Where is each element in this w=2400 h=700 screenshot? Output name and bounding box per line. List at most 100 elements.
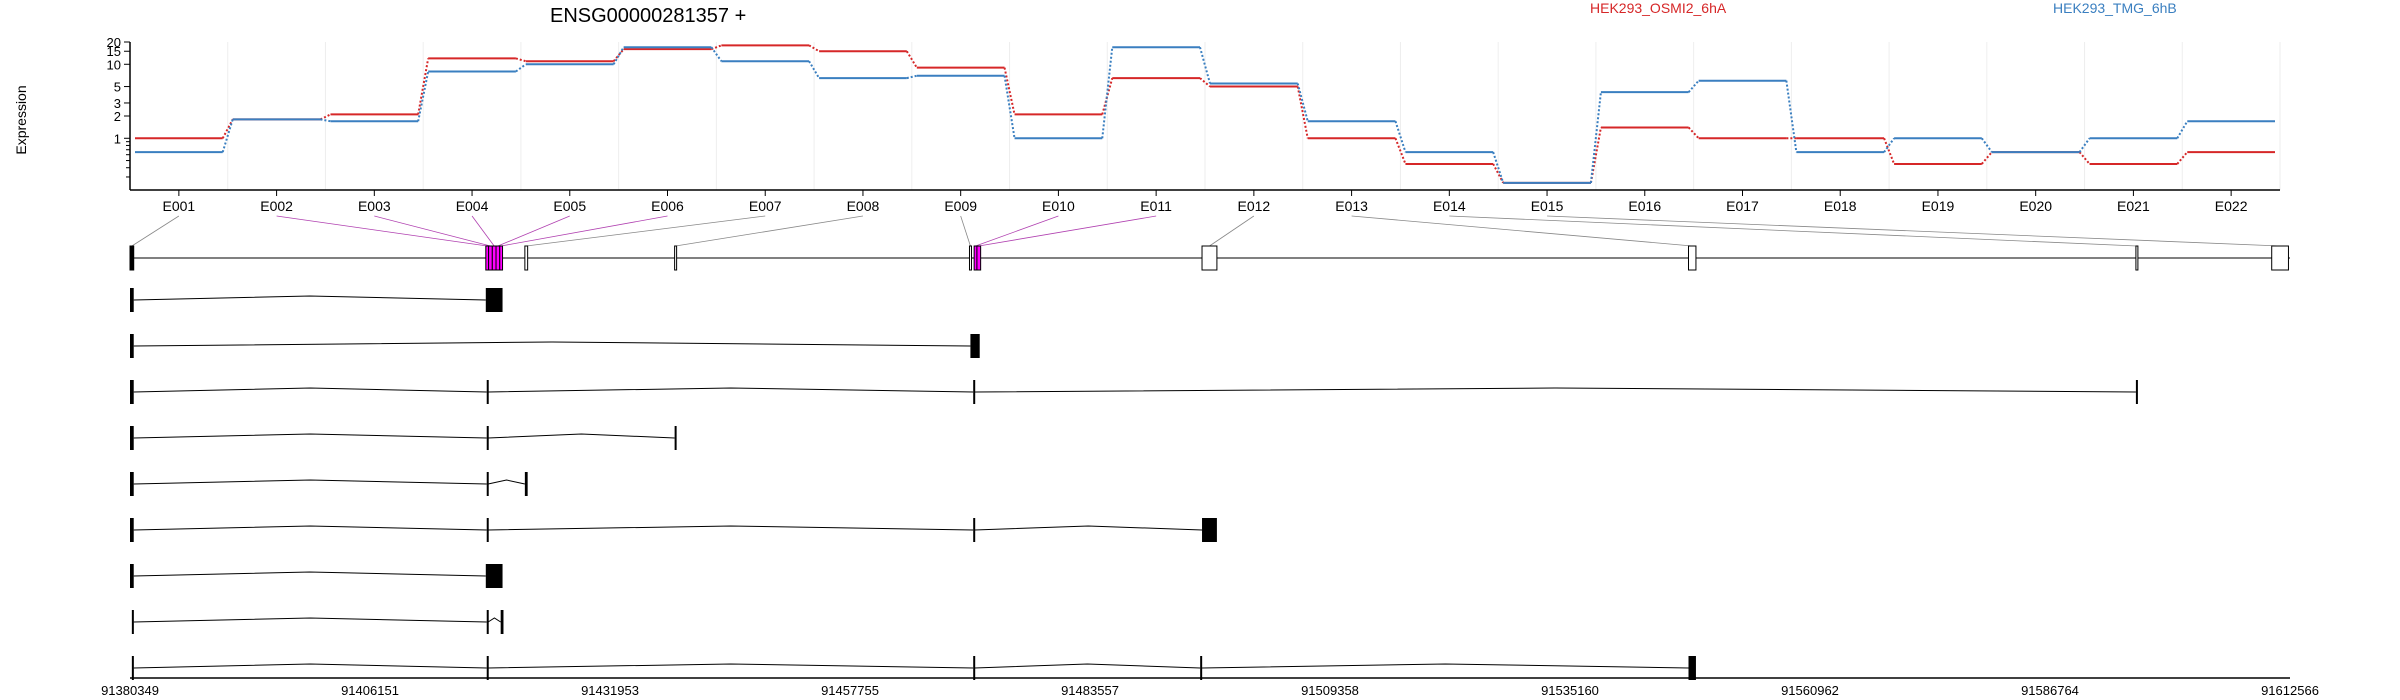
gene-exon-E009 — [968, 245, 972, 271]
series-connector — [320, 113, 331, 121]
gene-exon-E004 — [491, 245, 497, 271]
transcript-intron — [133, 341, 971, 347]
exon-label: E016 — [1628, 198, 1661, 214]
gene-exon-E012 — [1201, 245, 1218, 271]
series-connector — [417, 71, 430, 122]
x-axis: E001 E002 E003 E004 E005 E006 E007 E008 E009 E010… — [130, 189, 2280, 214]
exon-connector — [675, 215, 864, 247]
transcript-exon — [485, 564, 503, 588]
gene-exon-E011 — [976, 245, 982, 271]
exon-label: E022 — [2215, 198, 2248, 214]
gene-exon-E005 — [495, 245, 501, 271]
series-lines — [135, 44, 2275, 184]
chart-title: ENSG00000281357 + — [550, 5, 746, 27]
genome-tick-label: 91586764 — [2021, 683, 2079, 698]
exon-connector — [131, 215, 180, 247]
transcript-exon — [674, 426, 677, 450]
transcript-exon — [486, 518, 489, 542]
transcript-exon — [1688, 656, 1696, 680]
transcript-intron — [488, 663, 974, 669]
exon-label: E015 — [1531, 198, 1564, 214]
genome-tick-label: 91431953 — [581, 683, 639, 698]
transcript-exon — [500, 610, 504, 634]
transcript-exon — [130, 380, 134, 404]
transcript-6 — [130, 518, 1217, 542]
transcript-exon — [973, 518, 976, 542]
gene-exon-E001 — [129, 245, 135, 271]
series-connector — [710, 46, 723, 62]
gene-exon-E008 — [674, 245, 678, 271]
transcript-2 — [130, 334, 980, 358]
series-connector — [2078, 151, 2091, 165]
exon-label: E008 — [847, 198, 880, 214]
series-connector — [1687, 126, 1700, 139]
transcript-4 — [130, 426, 677, 450]
series-connector — [1296, 86, 1309, 139]
transcript-5 — [130, 472, 528, 496]
exon-connector — [526, 215, 766, 247]
y-tick-label: 3 — [114, 96, 121, 111]
legend-entry-osmi2: HEK293_OSMI2_6hA — [1590, 0, 1727, 16]
transcript-9 — [131, 656, 1696, 680]
series-connector — [1981, 151, 1993, 165]
transcript-intron — [133, 663, 487, 669]
transcript-intron — [133, 295, 486, 301]
series-connector — [1883, 137, 1895, 153]
transcript-exon — [130, 334, 134, 358]
exon-connector — [276, 215, 488, 247]
genome-tick-label: 91457755 — [821, 683, 879, 698]
y-tick-label: 1 — [114, 131, 121, 146]
exon-label: E020 — [2019, 198, 2052, 214]
transcript-intron — [488, 525, 974, 531]
transcript-intron — [133, 571, 486, 577]
series-connector — [612, 46, 625, 65]
transcript-intron — [974, 387, 2136, 393]
transcript-intron — [133, 617, 487, 623]
transcript-exon — [486, 610, 489, 634]
exon-connector — [1547, 215, 2281, 247]
transcript-exon — [130, 564, 134, 588]
transcript-exon — [130, 472, 134, 496]
gene-model — [129, 245, 2290, 271]
genome-tick-label: 91483557 — [1061, 683, 1119, 698]
exon-connector — [501, 215, 668, 247]
transcript-exon — [1200, 656, 1203, 680]
exon-label: E005 — [553, 198, 586, 214]
transcript-intron — [488, 479, 525, 485]
exon-label: E003 — [358, 198, 391, 214]
transcript-3 — [130, 380, 2138, 404]
exon-label: E007 — [749, 198, 782, 214]
gene-exon-E014 — [2135, 245, 2139, 271]
transcript-exon — [973, 656, 976, 680]
transcript-exon — [485, 288, 503, 312]
exon-label: E011 — [1140, 198, 1172, 214]
transcript-exon — [486, 472, 489, 496]
series-connector — [905, 50, 918, 69]
transcript-intron — [974, 525, 1203, 531]
exon-connector — [1351, 215, 1693, 247]
series-connector — [1394, 120, 1407, 153]
exon-label: E001 — [163, 198, 196, 214]
exon-label: E006 — [651, 198, 684, 214]
transcript-intron — [133, 387, 487, 393]
y-tick-label: 10 — [107, 57, 121, 72]
legend: HEK293_OSMI2_6hA HEK293_TMG_6hB — [1590, 0, 2177, 16]
exon-label: E014 — [1433, 198, 1466, 214]
exon-label: E004 — [456, 198, 489, 214]
genome-tick-label: 91380349 — [101, 683, 159, 698]
transcript-intron — [487, 617, 501, 623]
exon-label: E002 — [260, 198, 293, 214]
transcript-exon — [2135, 380, 2138, 404]
series-connector — [2176, 151, 2189, 165]
transcript-7 — [130, 564, 503, 588]
exon-connector — [374, 215, 491, 247]
series-connector — [808, 60, 820, 79]
series-connector — [221, 118, 234, 139]
genome-tick-label: 91612566 — [2261, 683, 2319, 698]
transcript-8 — [131, 610, 504, 634]
series-connector — [515, 57, 527, 63]
gene-exon-E003 — [488, 245, 493, 271]
genome-tick-label: 91535160 — [1541, 683, 1599, 698]
series-connector — [1296, 83, 1309, 122]
